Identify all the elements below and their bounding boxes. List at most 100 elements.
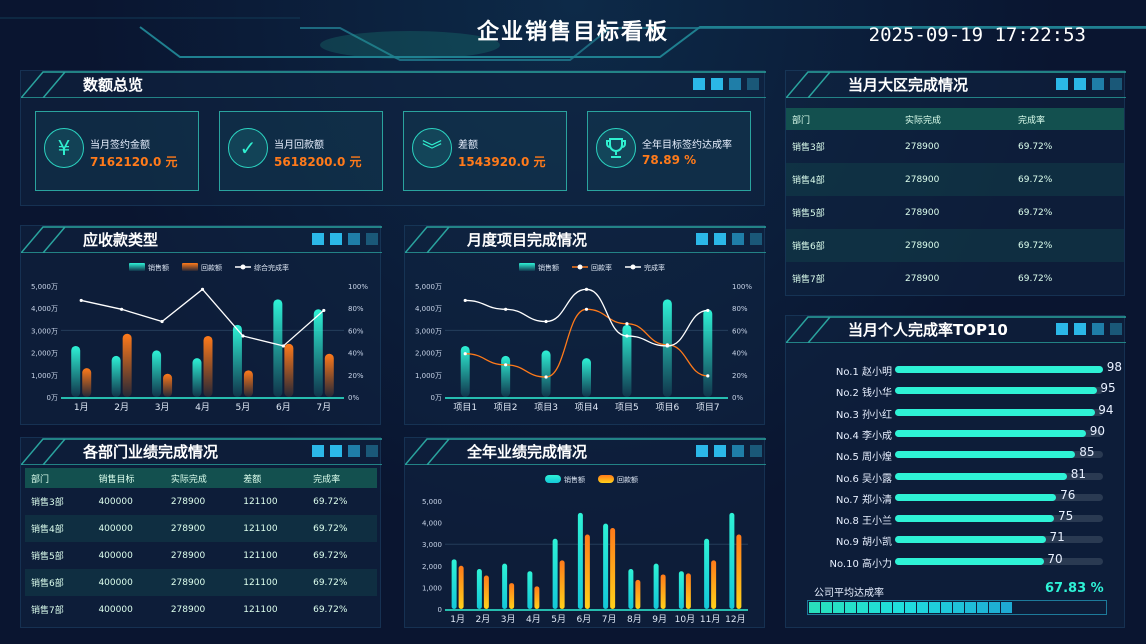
table-cell: 销售7部 <box>792 275 825 285</box>
ranking-value: 85 <box>1079 445 1095 460</box>
progress-segment <box>977 602 988 613</box>
table-cell: 121100 <box>237 569 308 596</box>
legend-marker <box>240 264 246 270</box>
table-row[interactable]: 销售7部 278900 69.72% <box>786 262 1124 295</box>
x-tick-label: 8月 <box>627 614 642 625</box>
ranking-item: No.10 高小力 70 <box>806 552 1106 572</box>
rank-label: No.1 <box>835 367 859 378</box>
title-bar-decoration <box>786 71 1126 98</box>
table-cell: 69.72% <box>1012 163 1124 196</box>
column-header: 差额 <box>237 468 308 488</box>
table-cell: 400000 <box>92 569 165 596</box>
legend-marker <box>630 264 636 270</box>
x-tick-label: 2月 <box>476 614 491 625</box>
kpi-card: ✓ 当月回款额 5618200.0 元 <box>219 111 383 191</box>
x-tick-label: 项目6 <box>655 402 679 413</box>
y2-tick-label: 0% <box>348 394 359 402</box>
x-tick-label: 4月 <box>526 614 541 625</box>
table-row[interactable]: 销售5部 400000 278900 121100 69.72% <box>25 542 377 569</box>
bar <box>111 355 121 397</box>
bar <box>451 559 457 609</box>
ranking-value: 71 <box>1049 530 1065 545</box>
line-point <box>241 334 245 338</box>
ranking-name: No.1 赵小明 <box>836 363 892 378</box>
line-point <box>504 307 508 311</box>
legend-swatch <box>519 263 535 271</box>
rank-label: No.5 <box>835 452 859 464</box>
progress-segment <box>965 602 976 613</box>
column-header: 部门 <box>25 468 93 488</box>
table-cell: 121100 <box>243 604 278 615</box>
bar <box>685 573 691 609</box>
table-row[interactable]: 销售5部 278900 69.72% <box>786 196 1124 229</box>
progress-fill <box>895 493 1057 501</box>
progress-segment <box>953 602 964 613</box>
panel-title: 数额总览 <box>83 76 144 94</box>
x-tick-label: 5月 <box>236 402 251 413</box>
x-tick-label: 3月 <box>501 614 516 625</box>
ranking-value: 81 <box>1070 466 1086 481</box>
progress-segment <box>989 602 1000 613</box>
y-tick-label: 4,000万 <box>415 305 442 313</box>
progress-segment <box>809 602 820 613</box>
bar <box>577 512 583 609</box>
bar <box>736 534 742 609</box>
y-tick-label: 5,000万 <box>31 283 58 291</box>
table-row[interactable]: 销售7部 400000 278900 121100 69.72% <box>25 596 377 623</box>
column-header: 销售目标 <box>92 468 165 488</box>
kpi-label: 全年目标签约达成率 <box>642 140 732 151</box>
bar <box>622 324 632 397</box>
panel-title-bar: 当月个人完成率TOP10 <box>786 316 1126 343</box>
table-cell: 278900 <box>905 207 940 218</box>
table-cell: 销售7部 <box>31 606 64 616</box>
rank-label: No.7 <box>835 494 859 506</box>
person-name: 李小成 <box>862 430 892 442</box>
table-row[interactable]: 销售4部 278900 69.72% <box>786 163 1124 196</box>
table-cell: 121100 <box>243 496 278 507</box>
line-point <box>463 352 467 356</box>
progress-fill <box>895 472 1067 480</box>
progress-segment <box>1001 602 1012 613</box>
y-tick-label: 5,000万 <box>415 283 442 291</box>
bar <box>603 523 609 609</box>
decor-square <box>1074 323 1086 335</box>
progress-segment <box>833 602 844 613</box>
table-row[interactable]: 销售3部 278900 69.72% <box>786 130 1124 163</box>
title-bar-decoration <box>21 438 382 465</box>
kpi-value: 78.89 % <box>642 153 697 167</box>
table-row[interactable]: 销售4部 400000 278900 121100 69.72% <box>25 515 377 542</box>
x-tick-label: 7月 <box>316 402 331 413</box>
line-point <box>160 319 164 324</box>
y-tick-label: 1,000万 <box>415 372 442 380</box>
top10-panel: 当月个人完成率TOP10 No.1 赵小明 98 No.2 钱小华 95 No.… <box>785 315 1126 628</box>
line-series <box>81 288 325 347</box>
progress-segment <box>917 602 928 613</box>
rank-label: No.9 <box>835 537 859 549</box>
panel-title: 月度项目完成情况 <box>467 231 588 249</box>
panel-title: 各部门业绩完成情况 <box>83 443 219 461</box>
bar <box>584 534 590 609</box>
table-cell: 278900 <box>170 604 206 615</box>
table-row[interactable]: 销售6部 278900 69.72% <box>786 229 1124 262</box>
table-row[interactable]: 销售3部 400000 278900 121100 69.72% <box>25 488 377 515</box>
column-header: 完成率 <box>1012 108 1124 130</box>
y2-tick-label: 80% <box>732 305 748 313</box>
x-tick-label: 6月 <box>577 614 592 625</box>
table-row[interactable]: 销售6部 400000 278900 121100 69.72% <box>25 569 377 596</box>
line-point <box>504 363 508 367</box>
decor-square <box>750 233 762 245</box>
rank-label: No.6 <box>835 473 859 485</box>
x-tick-label: 1月 <box>450 614 465 625</box>
ranking-name: No.8 王小兰 <box>836 512 892 527</box>
decor-square <box>696 233 708 245</box>
x-tick-label: 1月 <box>74 402 89 413</box>
decor-square <box>330 233 342 245</box>
decor-square <box>330 445 342 457</box>
decor-square <box>348 233 360 245</box>
title-bar-decoration <box>21 226 382 253</box>
table-cell: 121100 <box>237 515 308 542</box>
panel-title: 应收款类型 <box>83 231 159 249</box>
y2-tick-label: 80% <box>348 305 364 313</box>
decor-square <box>732 445 744 457</box>
legend-label: 回款率 <box>591 263 612 272</box>
